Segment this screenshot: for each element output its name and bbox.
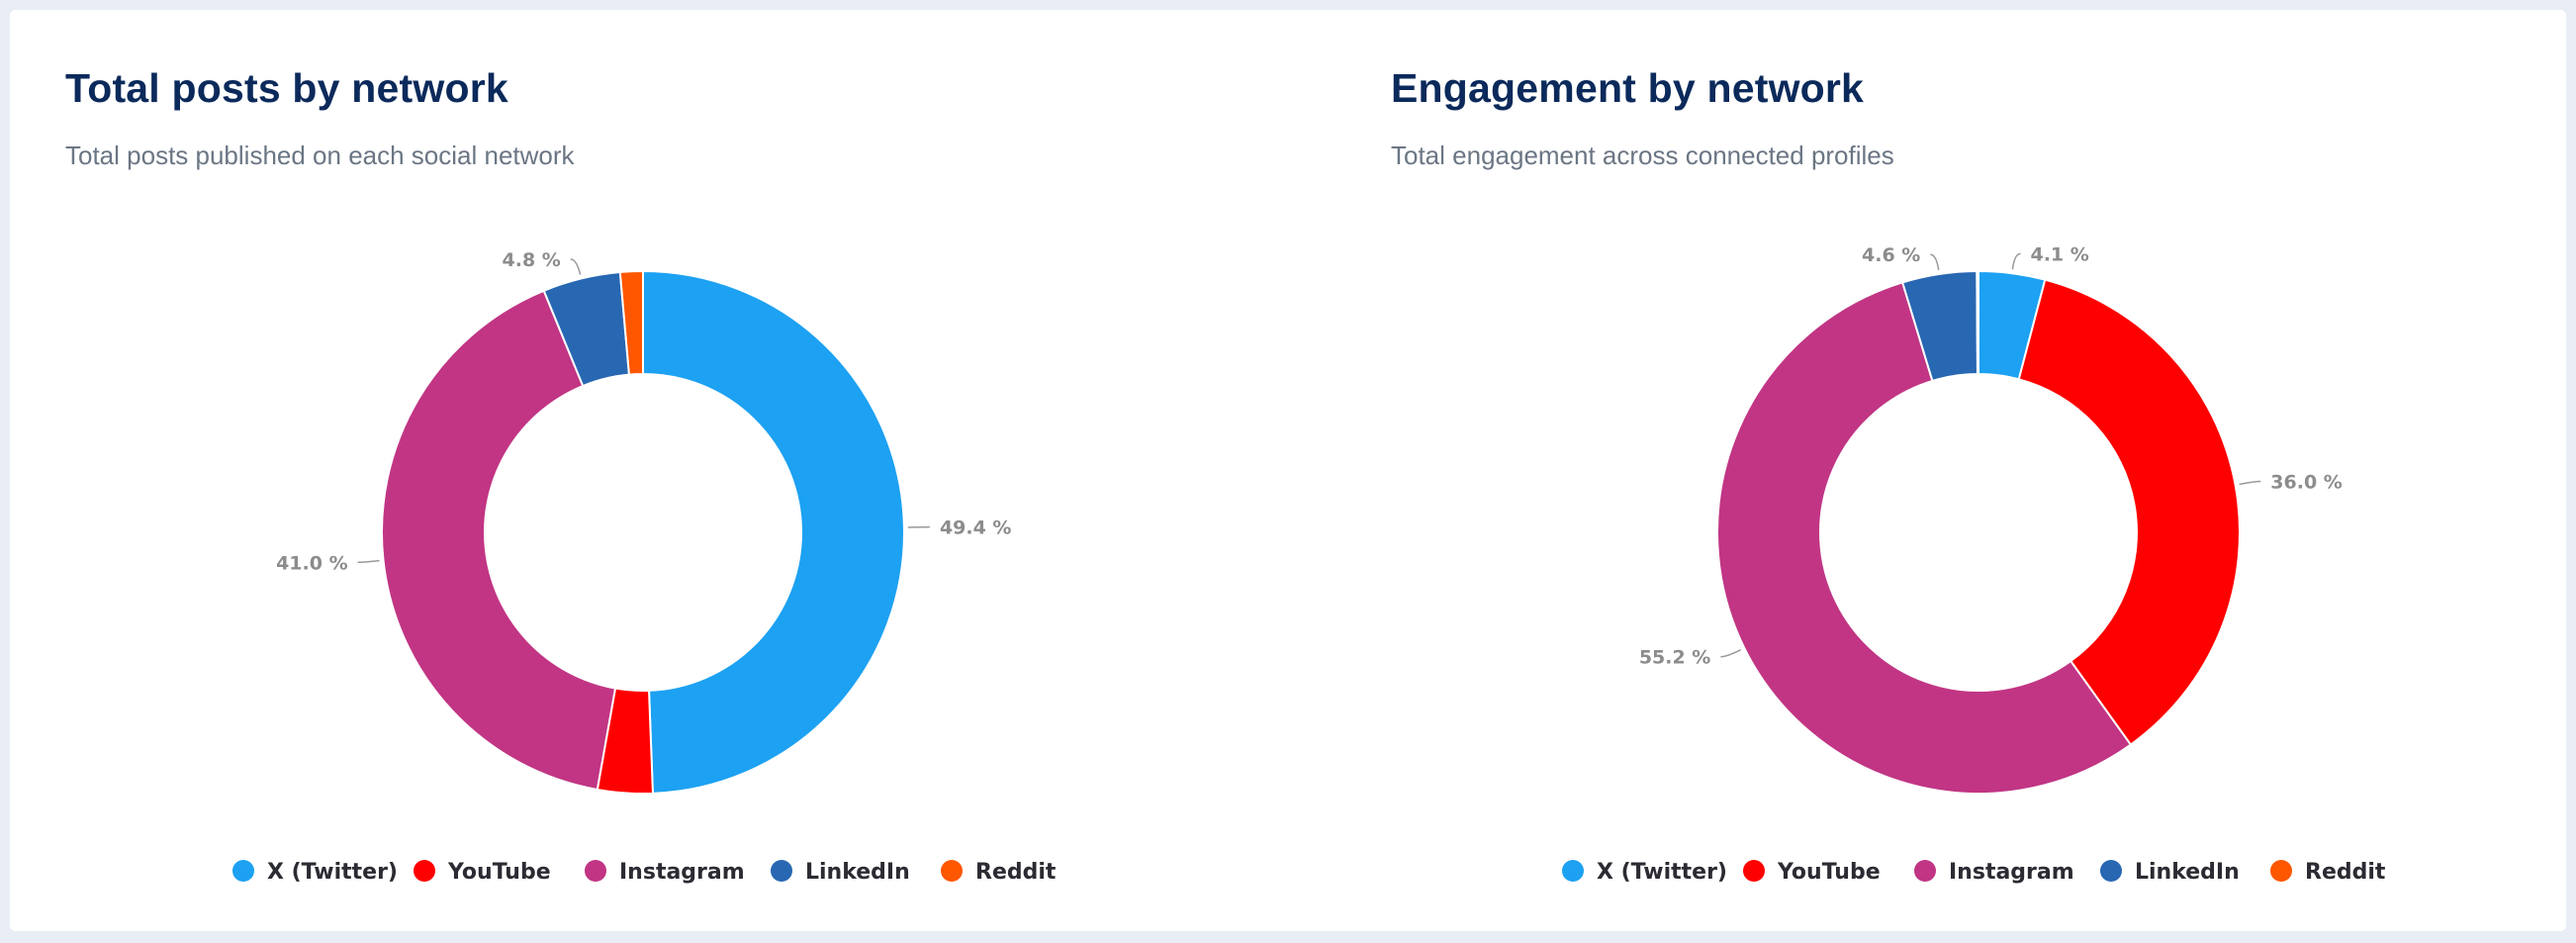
data-label-youtube: 36.0 %: [2270, 472, 2343, 494]
posts-chart-panel: Total posts by network Total posts publi…: [10, 10, 1288, 931]
legend-label: LinkedIn: [805, 860, 910, 885]
slice-youtube[interactable]: [2017, 278, 2241, 746]
slice-x-twitter[interactable]: [642, 269, 905, 795]
legend-label: Reddit: [2305, 860, 2386, 885]
chart-subtitle: Total posts published on each social net…: [65, 141, 575, 170]
legend-marker: [1562, 860, 1584, 882]
legend-marker: [585, 860, 606, 882]
data-label-instagram: 41.0 %: [276, 552, 348, 574]
legend-item-reddit[interactable]: Reddit: [2270, 860, 2386, 885]
legend-item-reddit[interactable]: Reddit: [941, 860, 1057, 885]
legend-label: LinkedIn: [2135, 860, 2240, 885]
engagement-chart-panel: Engagement by network Total engagement a…: [1288, 10, 2566, 931]
data-label-linkedin: 4.8 %: [503, 249, 561, 271]
legend-item-x-twitter[interactable]: X (Twitter): [1562, 860, 1727, 885]
legend-item-youtube[interactable]: YouTube: [414, 860, 551, 885]
legend-marker: [2100, 860, 2122, 882]
data-label-connector: [357, 559, 380, 564]
legend-item-instagram[interactable]: Instagram: [585, 860, 745, 885]
legend-label: Reddit: [975, 860, 1057, 885]
slice-instagram[interactable]: [1715, 281, 2133, 795]
legend-marker: [771, 860, 792, 882]
legend-marker: [1914, 860, 1936, 882]
legend-marker: [2270, 860, 2292, 882]
data-label-instagram: 55.2 %: [1639, 647, 1711, 669]
legend-marker: [941, 860, 963, 882]
chart-title: Engagement by network: [1391, 65, 1865, 111]
legend-label: Instagram: [1949, 860, 2074, 885]
legend-marker: [414, 860, 435, 882]
data-label-linkedin: 4.6 %: [1862, 244, 1920, 266]
data-label-connector: [2239, 480, 2261, 486]
legend-label: X (Twitter): [1597, 860, 1727, 885]
legend-item-linkedin[interactable]: LinkedIn: [2100, 860, 2240, 885]
engagement-donut-chart: 4.1 % 36.0 % 55.2 % 4.6 % X (Twitter) YouTube…: [1562, 243, 2386, 885]
data-label-x-twitter: 49.4 %: [940, 518, 1012, 539]
data-label-connector: [2011, 252, 2021, 270]
chart-subtitle: Total engagement across connected profil…: [1391, 141, 1894, 170]
posts-donut-chart: 49.4 % 41.0 % 4.8 % X (Twitter) YouTube Insta…: [232, 249, 1057, 885]
legend-label: YouTube: [1777, 860, 1881, 885]
data-label-connector: [1930, 253, 1940, 271]
legend-item-youtube[interactable]: YouTube: [1743, 860, 1881, 885]
legend-item-instagram[interactable]: Instagram: [1914, 860, 2074, 885]
legend-item-linkedin[interactable]: LinkedIn: [771, 860, 910, 885]
legend-label: YouTube: [447, 860, 551, 885]
slice-reddit[interactable]: [1976, 269, 1979, 376]
legend-item-x-twitter[interactable]: X (Twitter): [232, 860, 398, 885]
data-label-connector: [1720, 648, 1742, 658]
legend-marker: [232, 860, 254, 882]
legend-label: X (Twitter): [267, 860, 398, 885]
slice-reddit[interactable]: [618, 269, 644, 376]
dashboard-card: Total posts by network Total posts publi…: [10, 10, 2566, 931]
data-label-x-twitter: 4.1 %: [2030, 243, 2088, 265]
legend-label: Instagram: [619, 860, 745, 885]
slice-instagram[interactable]: [381, 289, 617, 792]
data-label-connector: [570, 258, 582, 275]
legend-marker: [1743, 860, 1765, 882]
chart-title: Total posts by network: [65, 65, 508, 111]
